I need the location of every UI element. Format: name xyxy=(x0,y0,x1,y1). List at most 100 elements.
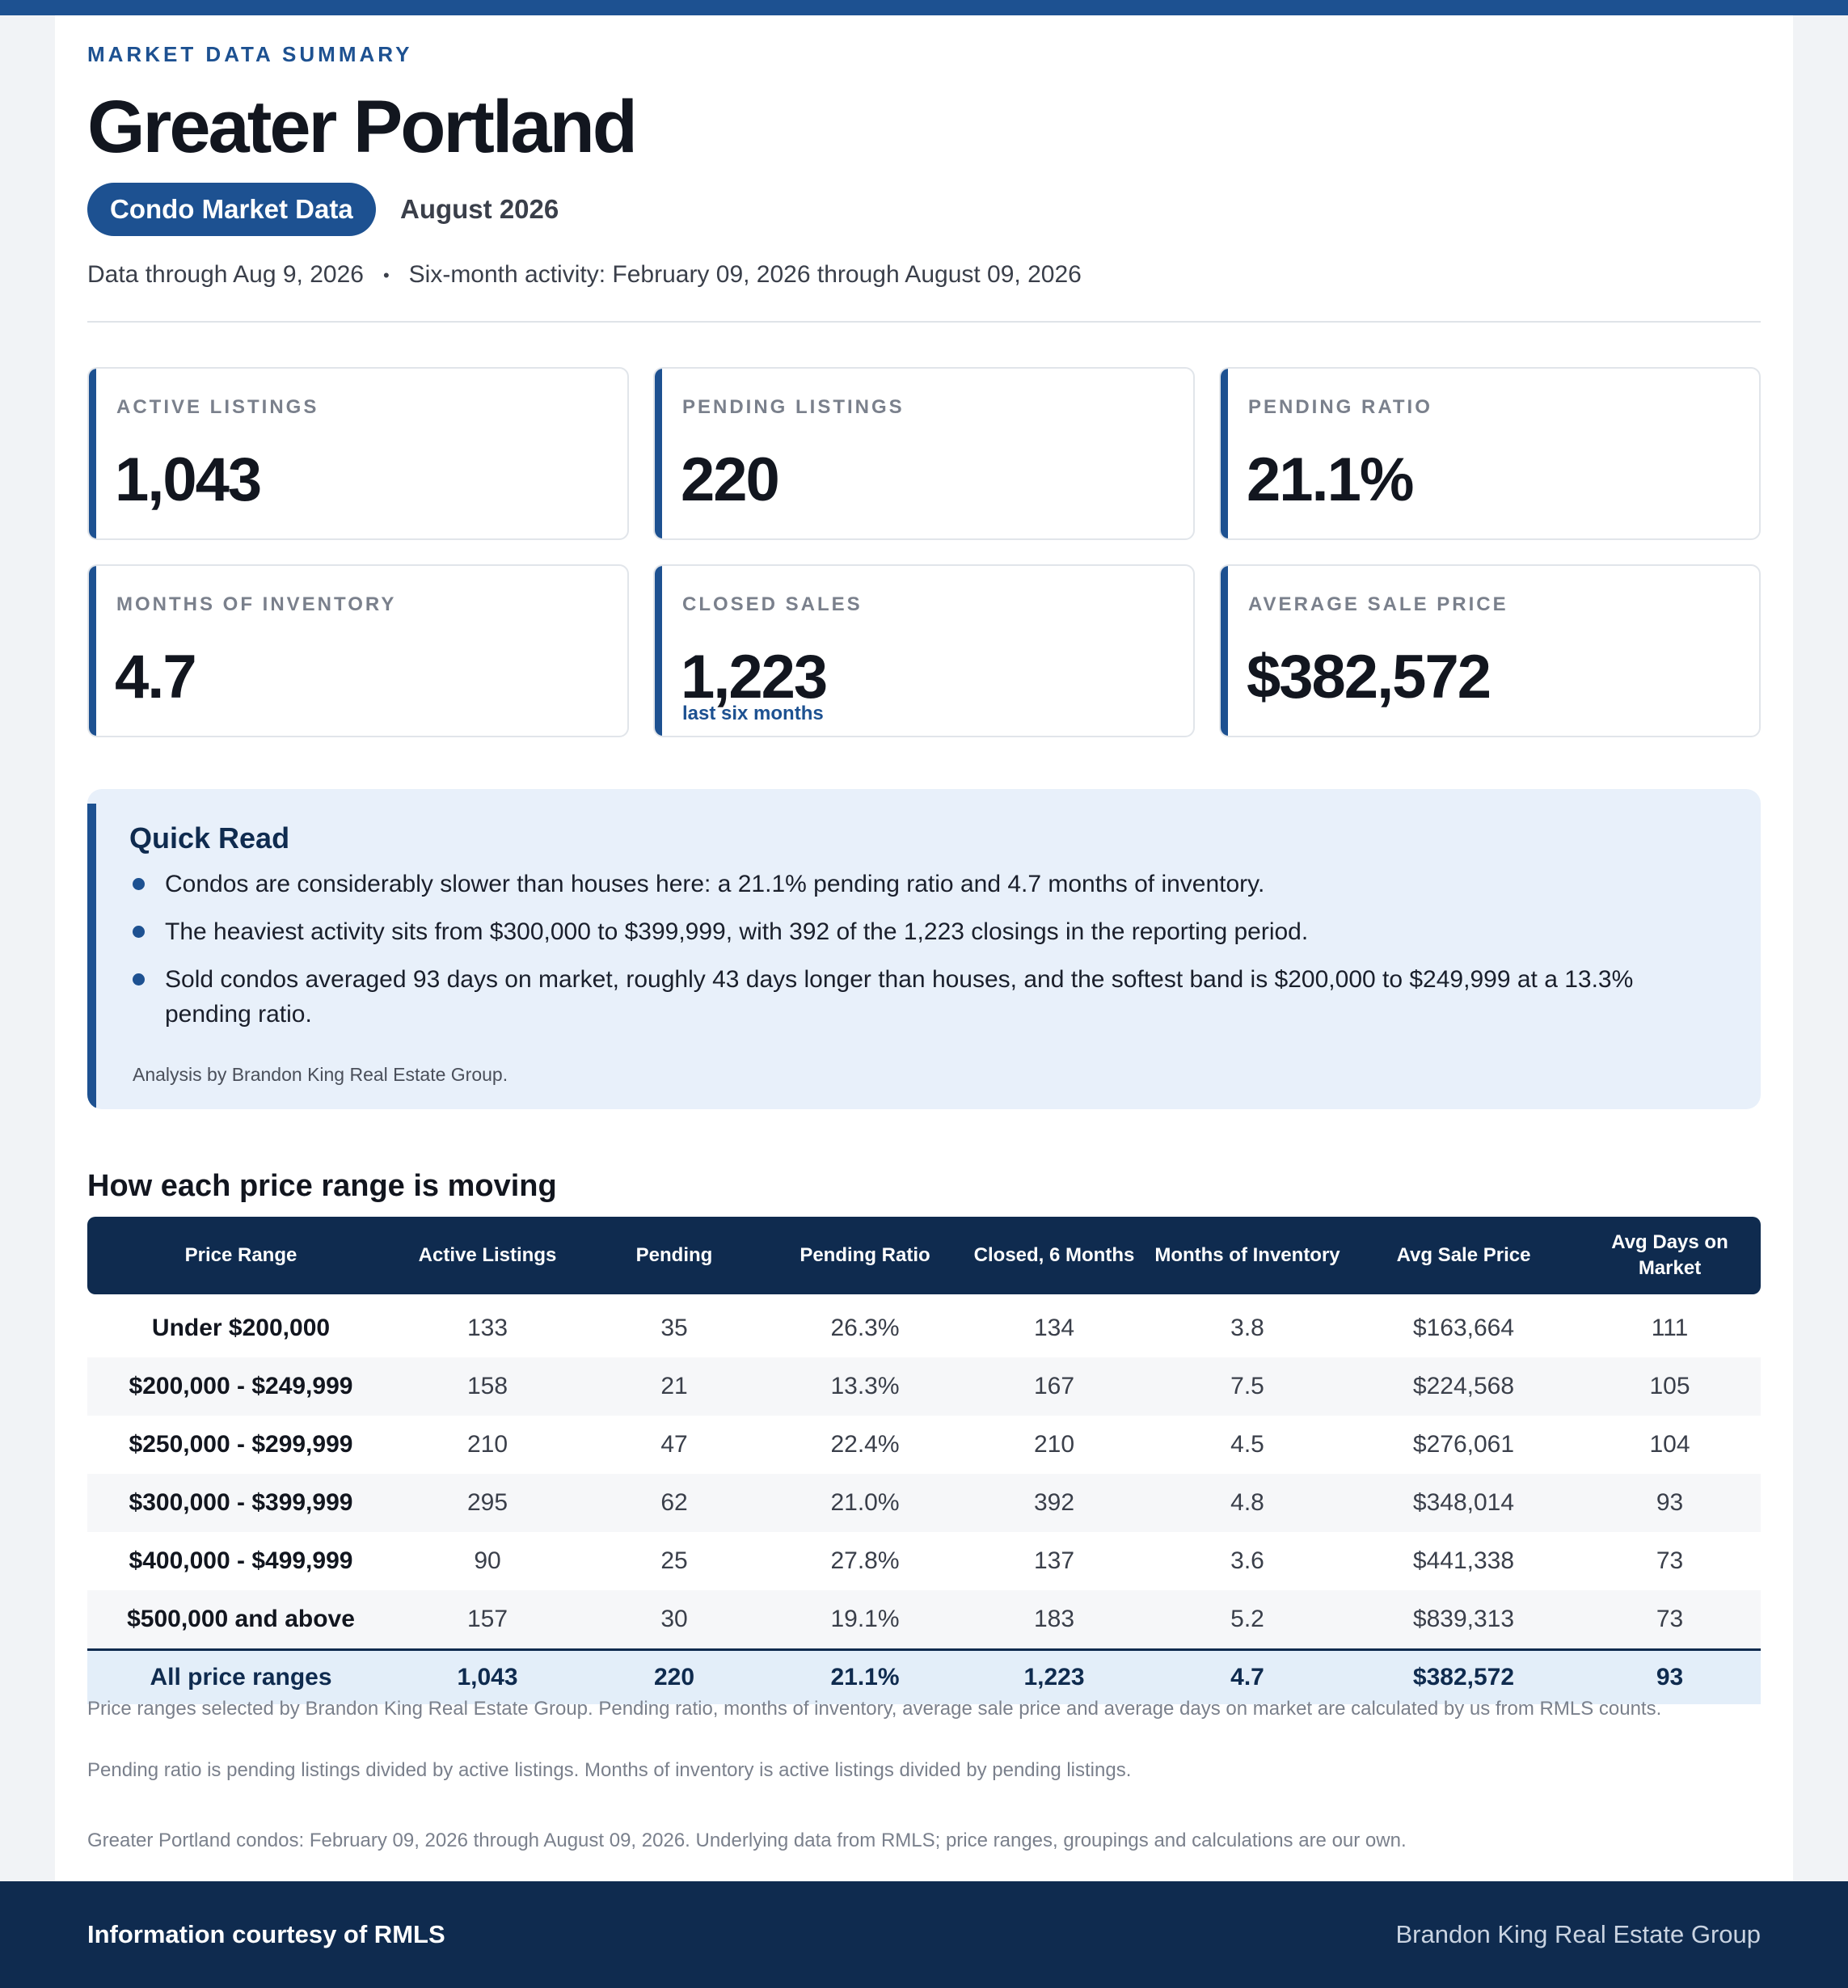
total-cell: 1,043 xyxy=(394,1648,580,1704)
table-total-row: All price ranges 1,043 220 21.1% 1,223 4… xyxy=(87,1648,1761,1704)
table-row: $200,000 - $249,999 158 21 13.3% 167 7.5… xyxy=(87,1357,1761,1416)
price-range-cell: Under $200,000 xyxy=(151,1315,331,1341)
table-cell: 134 xyxy=(1033,1315,1075,1341)
table-cell: $163,664 xyxy=(1412,1315,1515,1341)
table-row: $300,000 - $399,999 295 62 21.0% 392 4.8… xyxy=(87,1474,1761,1532)
table-cell: 35 xyxy=(660,1315,688,1341)
footer-brand: Brandon King Real Estate Group xyxy=(1395,1920,1762,1948)
bullet-icon xyxy=(133,926,145,938)
table-cell: 111 xyxy=(1651,1315,1689,1341)
table-cell: 158 xyxy=(394,1357,580,1416)
table-title: How each price range is moving xyxy=(87,1169,557,1203)
column-header: Active Listings xyxy=(394,1217,580,1294)
total-cell: $382,572 xyxy=(1348,1648,1579,1704)
card-accent xyxy=(89,566,96,736)
table-cell: 62 xyxy=(580,1474,768,1532)
stat-value: 220 xyxy=(681,445,780,514)
table-cell: $839,313 xyxy=(1348,1590,1579,1648)
table-row: $400,000 - $499,999 90 25 27.8% 137 3.6 … xyxy=(87,1532,1761,1590)
table-cell: 13.3% xyxy=(768,1357,962,1416)
quick-read-item: Sold condos averaged 93 days on market, … xyxy=(129,962,1706,1032)
quick-read-text: Sold condos averaged 93 days on market, … xyxy=(165,966,1634,1028)
methodology-note: Price ranges selected by Brandon King Re… xyxy=(87,1698,1662,1720)
table-cell: 7.5 xyxy=(1146,1357,1348,1416)
table-cell: 295 xyxy=(394,1474,580,1532)
table-cell: $348,014 xyxy=(1348,1474,1579,1532)
table-cell: 157 xyxy=(394,1590,580,1648)
table-cell: $276,061 xyxy=(1412,1431,1515,1458)
market-type-badge: Condo Market Data xyxy=(87,183,376,236)
table-cell: 73 xyxy=(1579,1590,1761,1648)
quick-read-list: Condos are considerably slower than hous… xyxy=(129,867,1706,1045)
total-cell: 93 xyxy=(1579,1648,1761,1704)
quick-read-panel: Quick Read Condos are considerably slowe… xyxy=(87,789,1761,1109)
price-range-cell: $200,000 - $249,999 xyxy=(87,1357,394,1416)
table-cell: 19.1% xyxy=(768,1590,962,1648)
price-range-cell: $300,000 - $399,999 xyxy=(87,1474,394,1532)
card-accent xyxy=(1221,566,1228,736)
table-cell: 26.3% xyxy=(830,1315,900,1341)
table-row: $250,000 - $299,999 210 47 22.4% 210 4.5… xyxy=(87,1416,1761,1474)
total-cell: 1,223 xyxy=(962,1648,1146,1704)
quick-read-item: Condos are considerably slower than hous… xyxy=(129,867,1706,901)
top-accent-bar xyxy=(0,0,1848,15)
table-cell: 21 xyxy=(580,1357,768,1416)
report-kicker: MARKET DATA SUMMARY xyxy=(87,42,413,66)
table-row: Under $200,000 133 35 26.3% 134 3.8 $163… xyxy=(87,1299,1761,1357)
column-header: Pending xyxy=(580,1217,768,1294)
stat-label: ACTIVE LISTINGS xyxy=(116,396,319,418)
data-range-line: Data through Aug 9, 2026 • Six-month activ… xyxy=(87,261,1082,289)
bullet-icon xyxy=(133,973,145,986)
stat-label: CLOSED SALES xyxy=(682,593,863,615)
table-cell: 3.8 xyxy=(1230,1315,1264,1341)
separator-dot: • xyxy=(382,265,390,286)
stat-label: PENDING LISTINGS xyxy=(682,396,905,418)
card-accent xyxy=(655,369,662,538)
page-footer: Information courtesy of RMLS Brandon Kin… xyxy=(0,1881,1848,1988)
table-cell: 392 xyxy=(962,1474,1146,1532)
table-cell: 104 xyxy=(1649,1431,1690,1458)
quick-read-text: The heaviest activity sits from $300,000… xyxy=(165,918,1309,945)
table-cell: 21.0% xyxy=(768,1474,962,1532)
stat-card-closed-sales: CLOSED SALES 1,223 last six months xyxy=(653,564,1195,737)
stat-value: 21.1% xyxy=(1247,445,1414,514)
table-cell: 90 xyxy=(474,1547,501,1574)
card-accent xyxy=(89,369,96,538)
table-cell: 210 xyxy=(1033,1431,1075,1458)
stat-value: 1,223 xyxy=(681,643,828,711)
header-divider xyxy=(87,321,1761,323)
quick-read-credit: Analysis by Brandon King Real Estate Gro… xyxy=(133,1064,508,1085)
table-cell: 4.5 xyxy=(1230,1431,1264,1458)
column-header: Avg Sale Price xyxy=(1348,1217,1579,1294)
table-cell: 105 xyxy=(1579,1357,1761,1416)
price-range-cell: $500,000 and above xyxy=(87,1590,394,1648)
report-month: August 2026 xyxy=(400,194,559,224)
source-note: Greater Portland condos: February 09, 20… xyxy=(87,1830,1407,1851)
column-header: Avg Days on Market xyxy=(1579,1217,1761,1294)
report-page: MARKET DATA SUMMARY Greater Portland Con… xyxy=(55,15,1793,1881)
price-range-cell: $400,000 - $499,999 xyxy=(129,1547,353,1574)
table-cell: 30 xyxy=(580,1590,768,1648)
stat-value: $382,572 xyxy=(1247,643,1491,711)
stat-card-pending-ratio: PENDING RATIO 21.1% xyxy=(1219,367,1761,540)
footer-credit: Information courtesy of RMLS xyxy=(87,1920,445,1948)
table-cell: 137 xyxy=(1033,1547,1075,1574)
quick-read-text: Condos are considerably slower than hous… xyxy=(165,871,1265,897)
quick-read-accent xyxy=(87,804,96,1108)
table-cell: $224,568 xyxy=(1348,1357,1579,1416)
table-cell: 5.2 xyxy=(1146,1590,1348,1648)
quick-read-item: The heaviest activity sits from $300,000… xyxy=(129,914,1706,949)
definition-note: Pending ratio is pending listings divide… xyxy=(87,1759,1132,1781)
table-cell: 47 xyxy=(660,1431,688,1458)
stat-sublabel: last six months xyxy=(682,703,824,724)
column-header: Price Range xyxy=(87,1217,394,1294)
page-title: Greater Portland xyxy=(87,86,638,168)
table-cell: 73 xyxy=(1656,1547,1684,1574)
column-header: Months of Inventory xyxy=(1146,1217,1348,1294)
stat-value: 1,043 xyxy=(115,445,262,514)
card-accent xyxy=(655,566,662,736)
card-accent xyxy=(1221,369,1228,538)
table-cell: 167 xyxy=(962,1357,1146,1416)
bullet-icon xyxy=(133,878,145,890)
table-cell: $441,338 xyxy=(1412,1547,1515,1574)
